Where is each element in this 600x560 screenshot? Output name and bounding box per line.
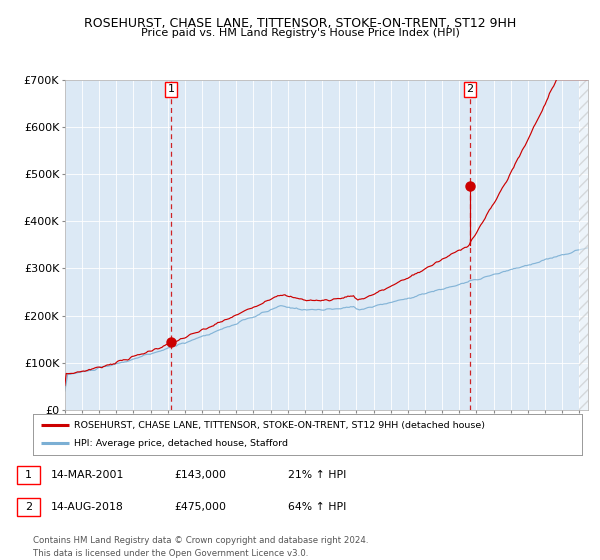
Text: Contains HM Land Registry data © Crown copyright and database right 2024.
This d: Contains HM Land Registry data © Crown c… (33, 536, 368, 558)
Text: 14-MAR-2001: 14-MAR-2001 (51, 470, 124, 480)
Text: 2: 2 (466, 85, 473, 95)
Bar (580, 80, 590, 410)
Text: ROSEHURST, CHASE LANE, TITTENSOR, STOKE-ON-TRENT, ST12 9HH: ROSEHURST, CHASE LANE, TITTENSOR, STOKE-… (84, 17, 516, 30)
Text: £475,000: £475,000 (174, 502, 226, 512)
Text: Price paid vs. HM Land Registry's House Price Index (HPI): Price paid vs. HM Land Registry's House … (140, 28, 460, 38)
Text: £143,000: £143,000 (174, 470, 226, 480)
Text: 14-AUG-2018: 14-AUG-2018 (51, 502, 124, 512)
Text: 64% ↑ HPI: 64% ↑ HPI (288, 502, 346, 512)
Text: 1: 1 (25, 470, 32, 480)
Text: 1: 1 (167, 85, 175, 95)
Text: 2: 2 (25, 502, 32, 512)
Text: 21% ↑ HPI: 21% ↑ HPI (288, 470, 346, 480)
Text: HPI: Average price, detached house, Stafford: HPI: Average price, detached house, Staf… (74, 439, 288, 448)
Text: ROSEHURST, CHASE LANE, TITTENSOR, STOKE-ON-TRENT, ST12 9HH (detached house): ROSEHURST, CHASE LANE, TITTENSOR, STOKE-… (74, 421, 485, 430)
